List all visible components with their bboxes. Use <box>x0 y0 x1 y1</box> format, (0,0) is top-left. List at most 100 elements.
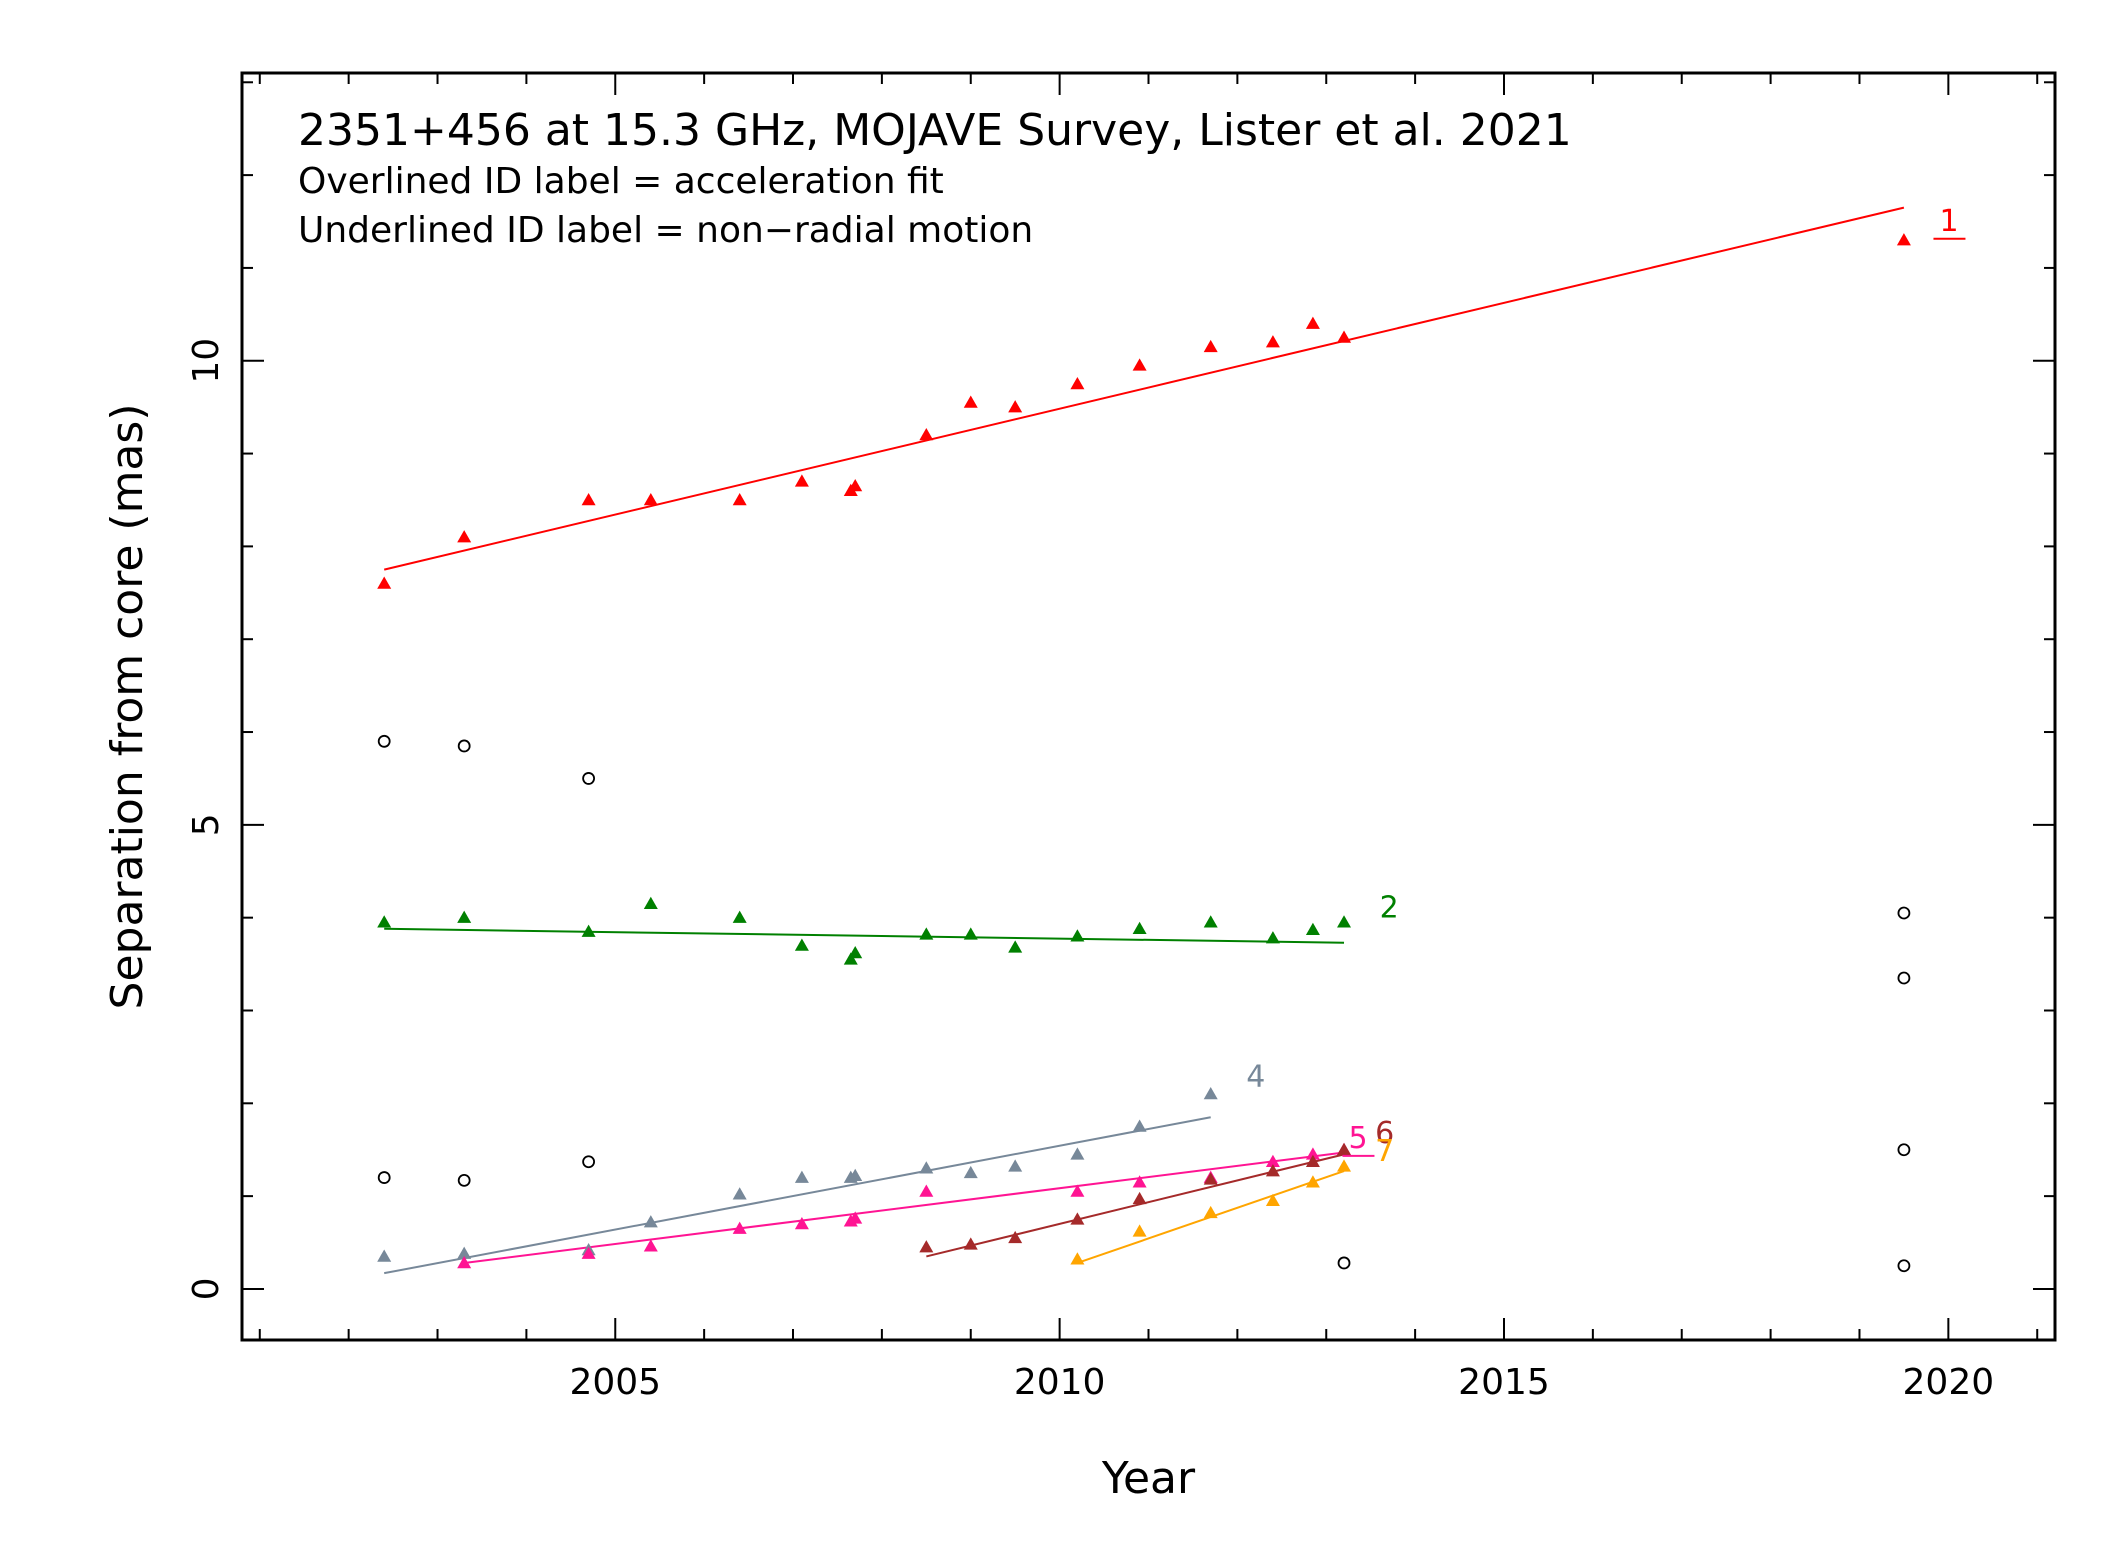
data-point-5 <box>1070 1184 1085 1197</box>
note-acceleration-fit: Overlined ID label = acceleration fit <box>298 161 944 202</box>
data-point-2 <box>643 896 658 909</box>
data-point-2 <box>1305 922 1320 935</box>
series-label-6: 6 <box>1375 1116 1394 1151</box>
data-point-1 <box>581 492 596 506</box>
x-tick-label: 2010 <box>1014 1362 1106 1403</box>
data-point-5 <box>794 1216 809 1230</box>
series-labels: 1 2 4 5 67 <box>1246 204 1966 1169</box>
data-point-6 <box>1008 1230 1023 1244</box>
data-point-2 <box>377 915 392 928</box>
fit-line-2 <box>384 927 1345 944</box>
series-label-7: 7 <box>1375 1134 1394 1169</box>
x-tick-label: 2020 <box>1903 1362 1995 1403</box>
data-point-4 <box>1132 1119 1147 1132</box>
series-label-5: 5 <box>1348 1121 1367 1156</box>
data-point-1 <box>1203 339 1218 353</box>
data-point-2 <box>1008 940 1023 953</box>
data-point-4 <box>1008 1159 1023 1172</box>
x-tick-label: 2015 <box>1458 1362 1550 1403</box>
data-point-circle <box>582 772 596 785</box>
data-point-2 <box>1265 931 1280 944</box>
data-point-2 <box>963 927 978 940</box>
data-point-5 <box>457 1255 472 1269</box>
data-point-circle <box>1337 1256 1351 1270</box>
plot-frame <box>240 71 2057 1342</box>
data-point-1 <box>1337 330 1352 343</box>
data-point-2 <box>843 952 858 965</box>
data-point-circle <box>582 1155 596 1169</box>
data-point-6 <box>1337 1142 1352 1155</box>
data-point-1 <box>848 479 863 492</box>
data-point-circle <box>457 739 471 753</box>
data-point-1 <box>1070 376 1085 390</box>
data-point-7 <box>1203 1205 1218 1219</box>
data-point-2 <box>794 938 809 951</box>
data-point-circle <box>1897 1143 1911 1157</box>
data-point-7 <box>1070 1252 1085 1265</box>
data-point-7 <box>1337 1159 1352 1172</box>
data-point-2 <box>1203 915 1218 928</box>
data-point-2 <box>919 927 934 940</box>
data-point-1 <box>1132 358 1147 371</box>
axis-ticks <box>242 73 2055 1340</box>
data-point-6 <box>1203 1172 1218 1185</box>
data-point-7 <box>1132 1224 1147 1237</box>
data-point-5 <box>919 1184 934 1197</box>
data-point-2 <box>1337 915 1352 928</box>
data-point-5 <box>1265 1154 1280 1168</box>
fit-line-1 <box>383 206 1905 571</box>
data-point-2 <box>581 924 596 937</box>
data-point-1 <box>1896 233 1911 246</box>
chart-title: 2351+456 at 15.3 GHz, MOJAVE Survey, Lis… <box>298 105 1572 156</box>
data-point-5 <box>581 1246 596 1259</box>
data-point-2 <box>848 945 863 959</box>
data-point-4 <box>848 1168 863 1181</box>
data-point-5 <box>732 1221 747 1234</box>
data-point-circle <box>377 1171 391 1184</box>
series-label-4: 4 <box>1246 1060 1265 1095</box>
data-point-6 <box>1305 1154 1320 1168</box>
y-tick-label: 0 <box>186 1277 227 1300</box>
data-point-4 <box>1070 1147 1085 1160</box>
data-point-1 <box>794 474 809 487</box>
data-point-2 <box>732 910 747 923</box>
data-point-circle <box>1897 906 1911 920</box>
data-point-1 <box>732 492 747 506</box>
data-point-4 <box>377 1249 392 1262</box>
data-point-6 <box>1265 1164 1280 1177</box>
data-point-1 <box>1008 400 1023 413</box>
x-axis-label: Year <box>1101 1453 1196 1504</box>
data-point-7 <box>1265 1193 1280 1207</box>
data-point-1 <box>1265 335 1280 348</box>
x-tick-label: 2005 <box>569 1362 661 1403</box>
data-point-4 <box>919 1161 934 1174</box>
data-point-5 <box>848 1211 863 1224</box>
data-point-7 <box>1305 1175 1320 1188</box>
data-point-5 <box>643 1239 658 1252</box>
tick-labels: 2005 2010 2015 2020 0 5 10 <box>186 338 1994 1403</box>
data-point-1 <box>1305 316 1320 329</box>
y-tick-label: 10 <box>186 338 227 384</box>
data-point-circle <box>1897 971 1911 985</box>
y-tick-label: 5 <box>186 813 227 836</box>
y-axis-label: Separation from core (mas) <box>102 404 153 1010</box>
data-points <box>377 233 1911 1273</box>
data-point-circle <box>1897 1259 1911 1273</box>
data-point-5 <box>1305 1147 1320 1160</box>
data-point-2 <box>1132 921 1147 935</box>
note-non-radial-motion: Underlined ID label = non−radial motion <box>298 210 1033 251</box>
data-point-2 <box>457 910 472 923</box>
fit-line-4 <box>384 1116 1211 1275</box>
data-point-1 <box>919 428 934 441</box>
fit-line-5 <box>464 1151 1345 1264</box>
data-point-6 <box>963 1237 978 1250</box>
data-point-6 <box>1070 1212 1085 1225</box>
data-point-1 <box>377 576 392 589</box>
data-point-circle <box>377 734 391 748</box>
data-point-4 <box>963 1165 978 1179</box>
data-point-4 <box>643 1215 658 1228</box>
data-point-1 <box>963 395 978 408</box>
data-point-5 <box>1132 1175 1147 1188</box>
